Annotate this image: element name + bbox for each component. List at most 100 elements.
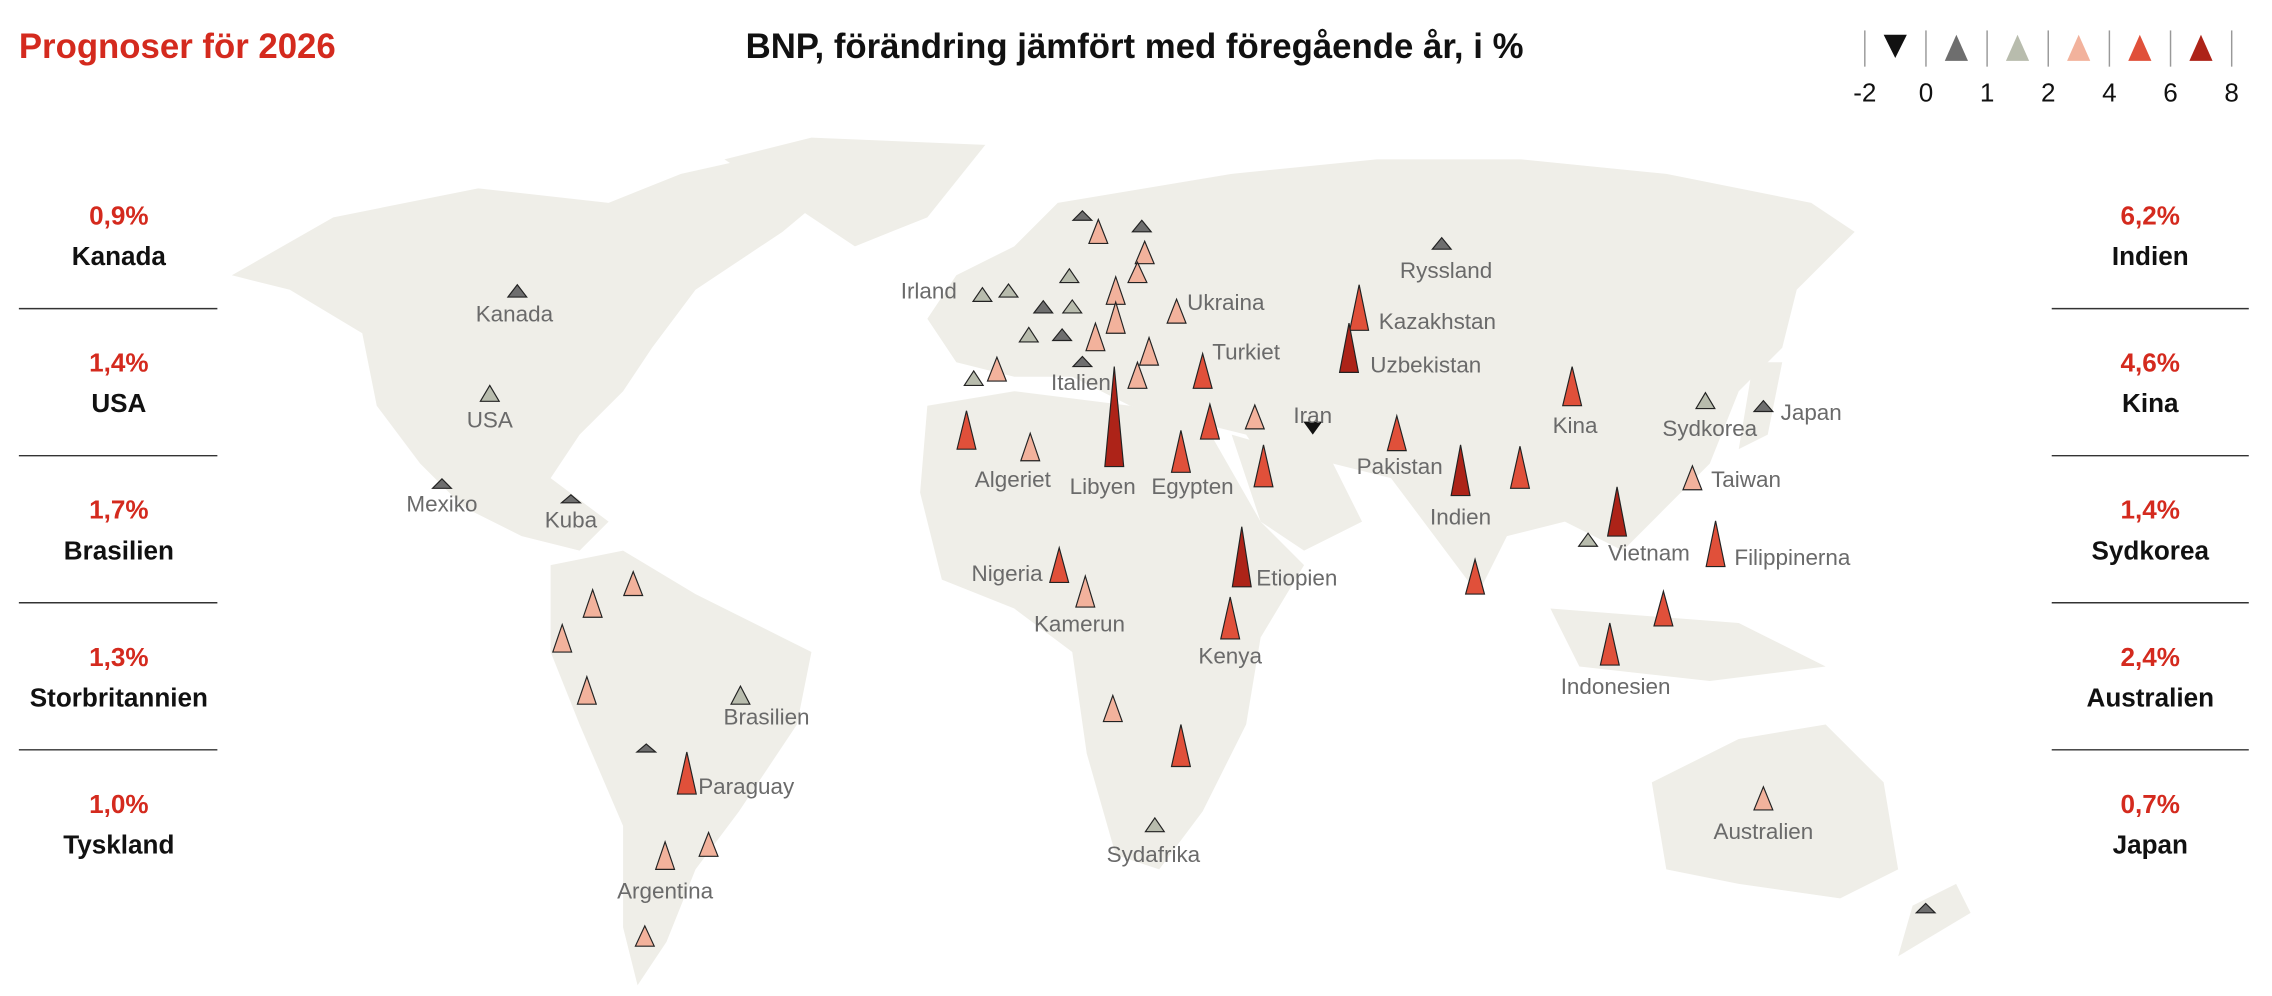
country-label: Paraguay xyxy=(698,774,795,799)
panel-value: 1,3% xyxy=(89,642,148,672)
growth-marker xyxy=(956,410,977,450)
panel-value: 2,4% xyxy=(2121,642,2180,672)
legend: -2 0 1 2 4 6 8 xyxy=(1853,30,2239,107)
growth-marker xyxy=(1914,902,1937,914)
growth-marker xyxy=(676,751,697,795)
panel-name: Indien xyxy=(2112,241,2189,271)
growth-marker xyxy=(1192,351,1213,389)
country-label: Pakistan xyxy=(1357,454,1443,479)
country-label: Ukraina xyxy=(1187,290,1265,315)
growth-marker xyxy=(1049,545,1070,584)
panel-value: 0,9% xyxy=(89,201,148,231)
country-label: Iran xyxy=(1293,403,1332,428)
panel-name: Sydkorea xyxy=(2092,535,2210,565)
legend-tick-label: 6 xyxy=(2163,77,2178,107)
panel-name: USA xyxy=(91,388,146,418)
growth-marker xyxy=(1752,399,1775,413)
panel-value: 0,7% xyxy=(2121,789,2180,819)
growth-marker xyxy=(1244,403,1266,430)
country-label: Vietnam xyxy=(1608,541,1690,566)
country-label: Taiwan xyxy=(1711,467,1781,492)
growth-marker xyxy=(1606,486,1628,537)
panel-value: 6,2% xyxy=(2121,201,2180,231)
growth-marker xyxy=(1075,573,1096,608)
growth-marker xyxy=(1071,210,1094,221)
country-label: Algeriet xyxy=(975,467,1052,492)
markers: Kanada USA Mexiko Kuba Brasilien Paraguay Arge… xyxy=(406,210,1937,947)
panel-name: Japan xyxy=(2113,829,2188,859)
growth-marker xyxy=(1599,622,1620,666)
country-label: Nigeria xyxy=(971,561,1043,586)
legend-swatch xyxy=(2128,34,2152,61)
country-label: Kazakhstan xyxy=(1379,309,1496,334)
growth-marker xyxy=(1682,464,1703,491)
panel-name: Kanada xyxy=(72,241,167,271)
panel-value: 1,0% xyxy=(89,789,148,819)
country-label: Turkiet xyxy=(1212,339,1281,364)
country-label: Argentina xyxy=(617,878,714,903)
growth-marker xyxy=(1509,446,1531,489)
growth-marker xyxy=(559,494,582,504)
panel-name: Kina xyxy=(2122,388,2179,418)
growth-marker xyxy=(582,587,603,618)
growth-marker xyxy=(1127,260,1148,284)
country-label: Kanada xyxy=(476,302,554,327)
growth-marker xyxy=(1138,335,1160,366)
panel-name: Tyskland xyxy=(63,829,174,859)
growth-marker xyxy=(1061,298,1083,314)
panel-value: 4,6% xyxy=(2121,348,2180,378)
growth-marker xyxy=(1170,724,1192,768)
growth-marker xyxy=(1349,284,1370,331)
legend-swatch xyxy=(1944,34,1968,61)
country-label: Italien xyxy=(1051,370,1111,395)
growth-marker xyxy=(1105,300,1126,334)
page-title: Prognoser för 2026 xyxy=(19,28,336,66)
growth-marker xyxy=(635,743,658,753)
panel-value: 1,4% xyxy=(89,348,148,378)
growth-marker xyxy=(1131,219,1153,233)
country-label: Etiopien xyxy=(1256,565,1337,590)
growth-marker xyxy=(1085,321,1106,352)
panel-name: Storbritannien xyxy=(30,682,208,712)
growth-marker xyxy=(1561,366,1583,407)
legend-tick-label: -2 xyxy=(1853,77,1876,107)
growth-marker xyxy=(1653,588,1674,627)
country-label: Japan xyxy=(1781,400,1842,425)
growth-marker xyxy=(1144,816,1166,833)
panel-name: Australien xyxy=(2086,682,2214,712)
growth-marker xyxy=(1338,323,1360,373)
growth-marker xyxy=(551,622,573,653)
growth-marker xyxy=(1220,596,1241,640)
growth-marker xyxy=(1431,236,1453,250)
growth-marker xyxy=(1303,421,1323,435)
growth-marker xyxy=(1088,217,1109,245)
growth-marker xyxy=(1231,526,1252,588)
side-panels: 0,9% Kanada 1,4% USA 1,7% Brasilien 1,3% Storbr… xyxy=(18,201,2249,859)
panel-value: 1,4% xyxy=(2121,495,2180,525)
world-map xyxy=(231,137,1971,986)
legend-swatch xyxy=(2067,34,2091,61)
growth-marker xyxy=(1018,326,1040,343)
country-label: Brasilien xyxy=(723,704,809,729)
growth-marker xyxy=(963,369,985,386)
growth-marker xyxy=(479,384,501,402)
growth-marker xyxy=(698,830,719,857)
growth-marker xyxy=(634,924,656,947)
legend-tick-label: 2 xyxy=(2041,77,2056,107)
country-label: Kenya xyxy=(1198,644,1262,669)
country-label: USA xyxy=(467,407,513,432)
panel-name: Brasilien xyxy=(64,535,174,565)
country-label: Sydkorea xyxy=(1662,416,1757,441)
growth-marker xyxy=(1058,267,1080,284)
growth-marker xyxy=(1386,413,1407,452)
legend-swatch xyxy=(1883,34,1907,58)
country-label: Egypten xyxy=(1151,474,1233,499)
growth-marker xyxy=(1019,431,1041,462)
growth-marker xyxy=(997,283,1020,298)
growth-marker xyxy=(622,570,644,597)
growth-marker xyxy=(971,286,993,302)
legend-tick-label: 1 xyxy=(1980,77,1995,107)
panel-value: 1,7% xyxy=(89,495,148,525)
growth-marker xyxy=(1051,327,1073,342)
growth-marker xyxy=(1127,360,1148,389)
